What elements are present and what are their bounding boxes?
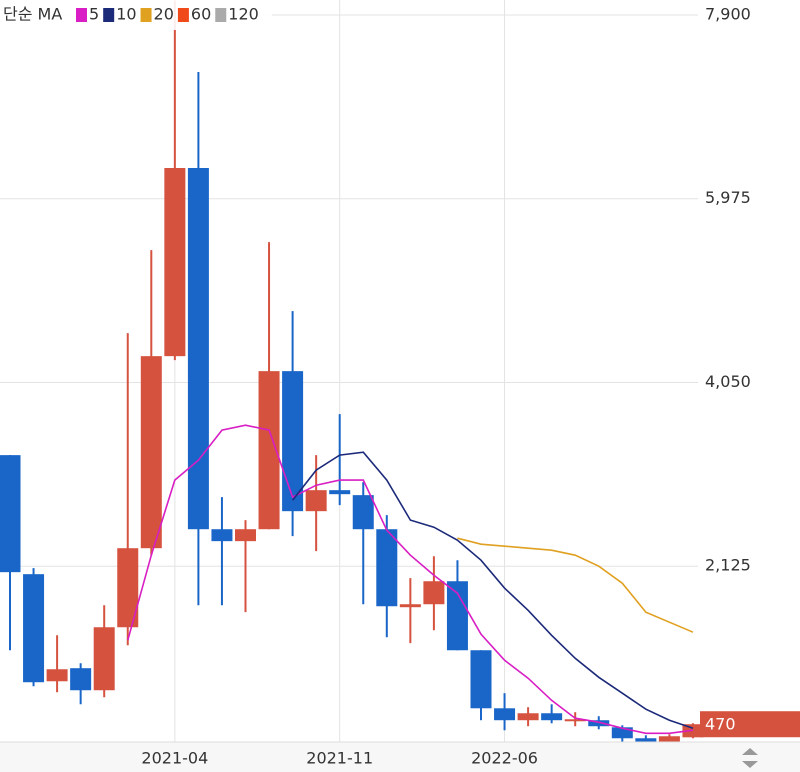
y-tick-label: 7,900 [705,4,751,23]
last-price-label: 470 [705,715,736,734]
candle-body [46,669,68,682]
candle-body [164,168,186,357]
ma-line [291,451,694,729]
legend-swatch [177,8,189,22]
candle-body [446,581,468,651]
axis: 7,9005,9754,0502,1252002021-042021-11202… [0,4,800,772]
candle-body [541,713,563,721]
candle-body [329,490,351,495]
candle-body [564,719,586,722]
candle-body [235,529,256,542]
candle-body [117,548,139,628]
y-tick-label: 5,975 [705,188,751,207]
candle-body [258,371,280,530]
y-tick-label: 4,050 [705,372,751,391]
candle-body [494,708,516,721]
candle-body [376,529,398,607]
candle-body [305,490,327,512]
y-tick-label: 2,125 [705,556,751,575]
candle-body [93,627,115,691]
candle-body [187,168,209,530]
candle-body [588,720,610,727]
ma-line [127,424,694,735]
legend-label: 60 [191,5,211,24]
x-tick-label: 2021-11 [306,749,373,768]
candle-body [23,574,45,683]
legend-swatch [103,8,115,22]
legend-label: 10 [116,5,136,24]
ma-line [457,537,694,633]
candle-body [0,455,21,573]
candle-body [658,736,680,747]
candle-body [140,356,162,549]
candle-body [423,581,445,605]
scale-icon [742,748,758,768]
plot [0,0,704,749]
legend-swatch [76,8,87,22]
legend-swatch [215,8,227,22]
last-price-tag [700,711,800,738]
x-axis-band [0,742,800,772]
candle-body [399,604,421,608]
legend-background [0,0,272,30]
legend: 단순 MA 5 10 20 60 120 [0,0,272,30]
legend-title: 단순 MA [3,5,62,24]
candle-body [70,668,92,691]
candle-body [517,713,539,721]
legend-swatch [140,8,152,22]
legend-label: 20 [154,5,174,24]
candle-body [211,529,233,542]
candle-body [611,727,633,739]
candle-body [352,495,374,530]
legend-label: 5 [89,5,99,24]
candle-body [282,371,304,512]
x-tick-label: 2021-04 [141,749,208,768]
candle-body [470,650,492,709]
legend-label: 120 [228,5,259,24]
x-tick-label: 2022-06 [471,749,538,768]
